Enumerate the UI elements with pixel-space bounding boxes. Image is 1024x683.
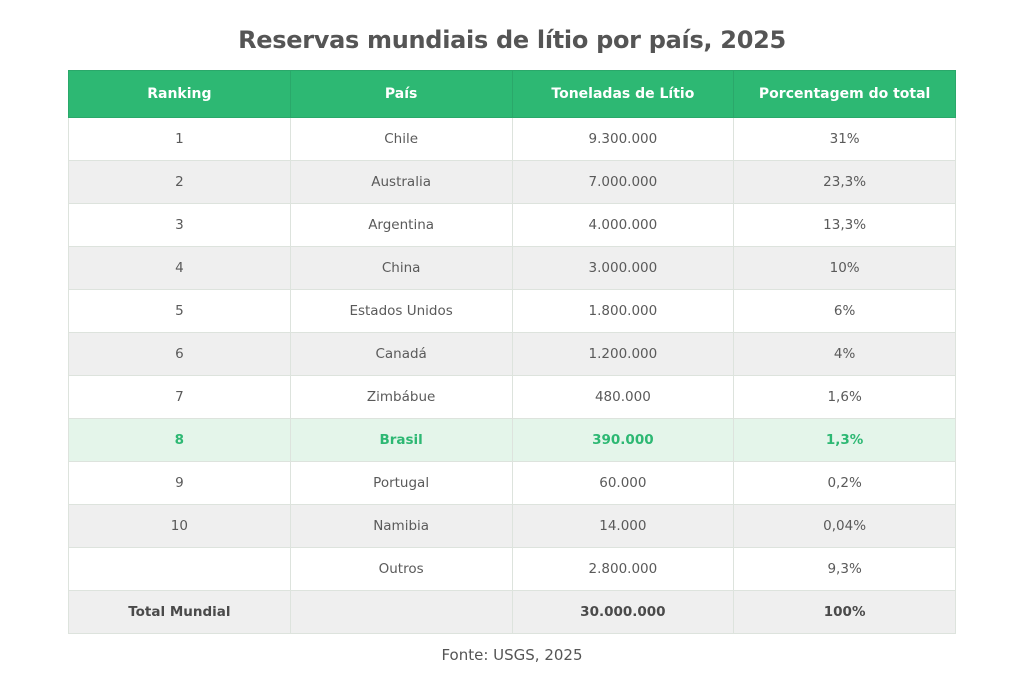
ranking-cell — [68, 547, 291, 591]
header-row: Ranking País Toneladas de Lítio Porcenta… — [68, 70, 956, 118]
country-cell: Canadá — [289, 332, 513, 376]
ranking-cell: 1 — [68, 117, 291, 161]
tonnes-cell: 4.000.000 — [511, 203, 735, 247]
country-cell: Outros — [289, 547, 513, 591]
tonnes-cell: 2.800.000 — [511, 547, 735, 591]
tonnes-cell: 9.300.000 — [511, 117, 735, 161]
country-cell: Brasil — [289, 418, 513, 462]
table-row: Outros 2.800.000 9,3% — [68, 547, 956, 591]
percentage-cell: 1,6% — [733, 375, 956, 419]
country-cell: Namibia — [289, 504, 513, 548]
tonnes-cell: 1.200.000 — [511, 332, 735, 376]
column-header-percentage: Porcentagem do total — [733, 70, 956, 118]
country-cell: China — [289, 246, 513, 290]
total-row: Total Mundial 30.000.000 100% — [68, 590, 956, 634]
table-body: 1 Chile 9.300.000 31% 2 Australia 7.000.000 23,… — [68, 117, 956, 591]
percentage-cell: 9,3% — [733, 547, 956, 591]
country-cell: Argentina — [289, 203, 513, 247]
tonnes-cell: 7.000.000 — [511, 160, 735, 204]
column-header-tonnes: Toneladas de Lítio — [511, 70, 735, 118]
tonnes-cell: 3.000.000 — [511, 246, 735, 290]
percentage-cell: 1,3% — [733, 418, 956, 462]
table-row: 10 Namibia 14.000 0,04% — [68, 504, 956, 548]
percentage-cell: 10% — [733, 246, 956, 290]
table-row-highlighted: 8 Brasil 390.000 1,3% — [68, 418, 956, 462]
percentage-cell: 23,3% — [733, 160, 956, 204]
country-cell: Portugal — [289, 461, 513, 505]
tonnes-cell: 60.000 — [511, 461, 735, 505]
column-header-country: País — [289, 70, 513, 118]
ranking-cell: 3 — [68, 203, 291, 247]
table-row: 2 Australia 7.000.000 23,3% — [68, 160, 956, 204]
ranking-cell: 4 — [68, 246, 291, 290]
table-row: 9 Portugal 60.000 0,2% — [68, 461, 956, 505]
tonnes-cell: 14.000 — [511, 504, 735, 548]
table-row: 1 Chile 9.300.000 31% — [68, 117, 956, 161]
percentage-cell: 6% — [733, 289, 956, 333]
total-country-cell — [289, 590, 513, 634]
percentage-cell: 4% — [733, 332, 956, 376]
ranking-cell: 10 — [68, 504, 291, 548]
ranking-cell: 5 — [68, 289, 291, 333]
percentage-cell: 0,04% — [733, 504, 956, 548]
column-header-ranking: Ranking — [68, 70, 291, 118]
tonnes-cell: 480.000 — [511, 375, 735, 419]
ranking-cell: 9 — [68, 461, 291, 505]
lithium-reserves-table: Ranking País Toneladas de Lítio Porcenta… — [68, 70, 956, 634]
tonnes-cell: 390.000 — [511, 418, 735, 462]
country-cell: Chile — [289, 117, 513, 161]
table-row: 3 Argentina 4.000.000 13,3% — [68, 203, 956, 247]
country-cell: Australia — [289, 160, 513, 204]
percentage-cell: 13,3% — [733, 203, 956, 247]
table-row: 6 Canadá 1.200.000 4% — [68, 332, 956, 376]
chart-title: Reservas mundiais de lítio por país, 202… — [238, 26, 786, 54]
table-row: 4 China 3.000.000 10% — [68, 246, 956, 290]
tonnes-cell: 1.800.000 — [511, 289, 735, 333]
percentage-cell: 31% — [733, 117, 956, 161]
percentage-cell: 0,2% — [733, 461, 956, 505]
table-row: 5 Estados Unidos 1.800.000 6% — [68, 289, 956, 333]
ranking-cell: 6 — [68, 332, 291, 376]
total-tonnes-cell: 30.000.000 — [511, 590, 735, 634]
ranking-cell: 7 — [68, 375, 291, 419]
ranking-cell: 2 — [68, 160, 291, 204]
country-cell: Estados Unidos — [289, 289, 513, 333]
source-note: Fonte: USGS, 2025 — [441, 646, 583, 664]
total-label-cell: Total Mundial — [68, 590, 291, 634]
ranking-cell: 8 — [68, 418, 291, 462]
total-percentage-cell: 100% — [733, 590, 956, 634]
country-cell: Zimbábue — [289, 375, 513, 419]
table-row: 7 Zimbábue 480.000 1,6% — [68, 375, 956, 419]
